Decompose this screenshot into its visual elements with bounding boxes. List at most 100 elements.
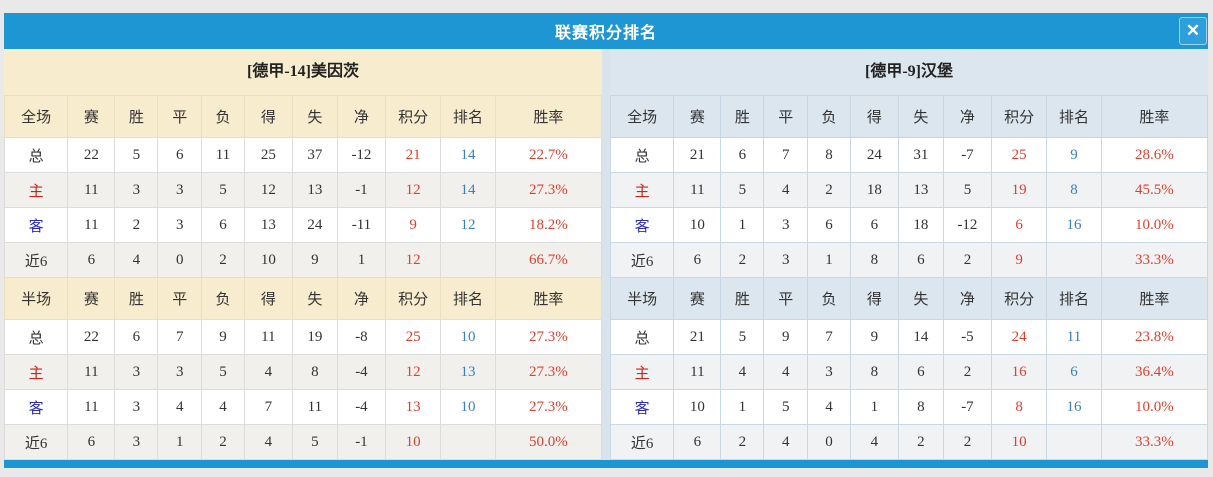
column-header: 负 [200, 277, 245, 320]
column-header: 排名 [1046, 277, 1102, 320]
column-header: 胜 [720, 95, 765, 138]
stat-cell: -8 [337, 319, 386, 355]
rank-cell [1046, 424, 1102, 460]
column-header: 净 [943, 277, 992, 320]
stat-cell: 13 [897, 172, 945, 208]
stat-cell: 13 [243, 207, 293, 243]
stats-row: 主 11 3 3 5 12 13 -1 12 14 27.3% [3, 172, 603, 208]
stat-cell: 5 [720, 172, 765, 208]
points-cell: 12 [384, 172, 442, 208]
stats-row: 总 22 5 6 11 25 37 -12 21 14 22.7% [3, 137, 603, 173]
column-header: 半场 [3, 277, 69, 320]
stat-cell: 6 [897, 242, 945, 278]
column-header-row: 全场赛胜平负得失净积分 排名 胜率 [609, 95, 1209, 138]
column-header: 负 [806, 277, 851, 320]
column-header: 全场 [609, 95, 675, 138]
stat-cell: 5 [291, 424, 339, 460]
stat-cell: 24 [849, 137, 899, 173]
column-header: 净 [337, 277, 386, 320]
stat-cell: 5 [720, 319, 765, 355]
stat-cell: -7 [943, 137, 992, 173]
rate-cell: 27.3% [494, 172, 603, 208]
column-header: 失 [291, 277, 339, 320]
stat-cell: 21 [673, 137, 722, 173]
points-cell: 8 [990, 389, 1048, 425]
column-header: 赛 [67, 277, 116, 320]
stat-cell: 8 [291, 354, 339, 390]
rate-cell: 50.0% [494, 424, 603, 460]
points-cell: 24 [990, 319, 1048, 355]
stat-cell: -12 [943, 207, 992, 243]
stat-cell: 11 [67, 389, 116, 425]
points-cell: 12 [384, 242, 442, 278]
rate-cell: 10.0% [1100, 389, 1209, 425]
column-header: 赛 [67, 95, 116, 138]
column-header: 排名 [440, 95, 496, 138]
rank-cell: 11 [1046, 319, 1102, 355]
stats-row: 总 21 5 9 7 9 14 -5 24 11 23.8% [609, 319, 1209, 355]
rank-cell: 8 [1046, 172, 1102, 208]
stat-cell: 18 [849, 172, 899, 208]
stat-cell: 4 [849, 424, 899, 460]
row-label: 总 [609, 319, 675, 355]
column-header: 赛 [673, 277, 722, 320]
points-cell: 16 [990, 354, 1048, 390]
stat-cell: 5 [114, 137, 159, 173]
column-header: 平 [763, 95, 808, 138]
row-label: 客 [609, 207, 675, 243]
points-cell: 21 [384, 137, 442, 173]
stat-cell: 4 [243, 354, 293, 390]
column-header: 负 [200, 95, 245, 138]
stats-table: 全场赛胜平负得失净积分 排名 胜率总 22 5 6 11 25 37 -12 21 14 22.7% 主 1… [3, 95, 603, 460]
column-header: 得 [243, 95, 293, 138]
column-header: 半场 [609, 277, 675, 320]
stat-cell: 4 [763, 172, 808, 208]
stat-cell: 6 [897, 354, 945, 390]
stats-row: 客 10 1 5 4 1 8 -7 8 16 10.0% [609, 389, 1209, 425]
stat-cell: 5 [763, 389, 808, 425]
row-label: 近6 [3, 424, 69, 460]
stat-cell: 3 [114, 424, 159, 460]
team-panel-right: [德甲-9]汉堡 全场赛胜平负得失净积分 排名 胜率总 21 6 7 8 24 31 -7 25 9 28… [609, 49, 1209, 460]
stat-cell: 31 [897, 137, 945, 173]
team-panel-left: [德甲-14]美因茨 全场赛胜平负得失净积分 排名 胜率总 22 5 6 11 25 37 -12 2… [3, 49, 603, 460]
rate-cell: 10.0% [1100, 207, 1209, 243]
stat-cell: 8 [897, 389, 945, 425]
stat-cell: 3 [114, 354, 159, 390]
stat-cell: 3 [763, 242, 808, 278]
stat-cell: 9 [763, 319, 808, 355]
stat-cell: 6 [67, 242, 116, 278]
stats-row: 总 21 6 7 8 24 31 -7 25 9 28.6% [609, 137, 1209, 173]
row-label: 主 [609, 354, 675, 390]
stat-cell: 6 [200, 207, 245, 243]
rank-cell: 9 [1046, 137, 1102, 173]
row-label: 客 [3, 207, 69, 243]
close-button[interactable]: ✕ [1179, 17, 1207, 45]
column-header: 得 [243, 277, 293, 320]
stat-cell: 11 [67, 172, 116, 208]
column-header: 得 [849, 95, 899, 138]
stat-cell: -4 [337, 354, 386, 390]
stat-cell: -12 [337, 137, 386, 173]
stat-cell: 4 [243, 424, 293, 460]
stat-cell: 24 [291, 207, 339, 243]
stat-cell: 2 [720, 242, 765, 278]
stats-row: 近6 6 4 0 2 10 9 1 12 66.7% [3, 242, 603, 278]
stat-cell: 3 [157, 172, 202, 208]
rate-cell: 27.3% [494, 354, 603, 390]
league-standings-dialog: 联赛积分排名 ✕ [德甲-14]美因茨 全场赛胜平负得失净积分 排名 胜率总 22 5 6 1… [3, 13, 1209, 468]
stat-cell: 11 [291, 389, 339, 425]
row-label: 主 [609, 172, 675, 208]
stat-cell: 6 [673, 242, 722, 278]
stat-cell: 1 [337, 242, 386, 278]
stat-cell: 21 [673, 319, 722, 355]
stat-cell: 7 [157, 319, 202, 355]
rank-cell: 13 [440, 354, 496, 390]
column-header: 排名 [440, 277, 496, 320]
stat-cell: 4 [806, 389, 851, 425]
stat-cell: 18 [897, 207, 945, 243]
column-header: 平 [763, 277, 808, 320]
stats-row: 客 11 3 4 4 7 11 -4 13 10 27.3% [3, 389, 603, 425]
column-header: 赛 [673, 95, 722, 138]
row-label: 主 [3, 172, 69, 208]
